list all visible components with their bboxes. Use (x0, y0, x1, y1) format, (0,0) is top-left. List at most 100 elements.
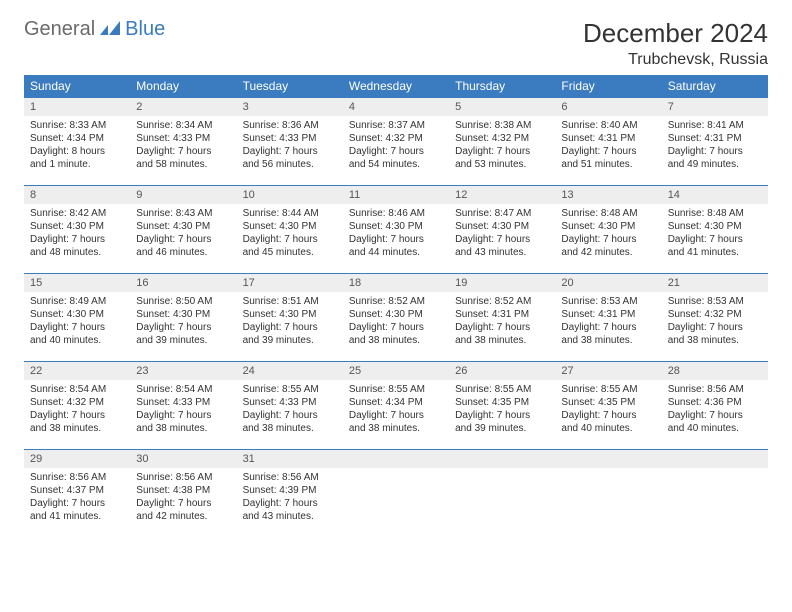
day-details: Sunrise: 8:56 AMSunset: 4:38 PMDaylight:… (130, 468, 236, 529)
daynum: 18 (343, 274, 449, 292)
day-details: Sunrise: 8:56 AMSunset: 4:37 PMDaylight:… (24, 468, 130, 529)
calendar-day-cell: 30Sunrise: 8:56 AMSunset: 4:38 PMDayligh… (130, 450, 236, 538)
day-details: Sunrise: 8:51 AMSunset: 4:30 PMDaylight:… (237, 292, 343, 353)
calendar-day-cell: 23Sunrise: 8:54 AMSunset: 4:33 PMDayligh… (130, 362, 236, 450)
calendar-day-cell: 1Sunrise: 8:33 AMSunset: 4:34 PMDaylight… (24, 98, 130, 186)
weekday-header: Monday (130, 75, 236, 98)
calendar-week-row: 29Sunrise: 8:56 AMSunset: 4:37 PMDayligh… (24, 450, 768, 538)
daynum-bar-empty (662, 450, 768, 468)
daynum: 16 (130, 274, 236, 292)
daynum: 13 (555, 186, 661, 204)
daynum: 7 (662, 98, 768, 116)
sunrise-line: Sunrise: 8:33 AM (30, 119, 124, 132)
daynum: 12 (449, 186, 555, 204)
sunset-line: Sunset: 4:30 PM (136, 220, 230, 233)
sunrise-line: Sunrise: 8:54 AM (30, 383, 124, 396)
day-details: Sunrise: 8:52 AMSunset: 4:31 PMDaylight:… (449, 292, 555, 353)
calendar-day-cell: 29Sunrise: 8:56 AMSunset: 4:37 PMDayligh… (24, 450, 130, 538)
calendar-day-cell: 14Sunrise: 8:48 AMSunset: 4:30 PMDayligh… (662, 186, 768, 274)
daylight-line: Daylight: 7 hours and 40 minutes. (561, 409, 655, 435)
daynum: 30 (130, 450, 236, 468)
daynum: 10 (237, 186, 343, 204)
sunrise-line: Sunrise: 8:41 AM (668, 119, 762, 132)
weekday-header: Friday (555, 75, 661, 98)
calendar-day-cell: 19Sunrise: 8:52 AMSunset: 4:31 PMDayligh… (449, 274, 555, 362)
daynum: 21 (662, 274, 768, 292)
daynum: 9 (130, 186, 236, 204)
weekday-header: Sunday (24, 75, 130, 98)
sunset-line: Sunset: 4:33 PM (243, 396, 337, 409)
calendar-day-cell: 28Sunrise: 8:56 AMSunset: 4:36 PMDayligh… (662, 362, 768, 450)
daylight-line: Daylight: 7 hours and 40 minutes. (668, 409, 762, 435)
sunrise-line: Sunrise: 8:44 AM (243, 207, 337, 220)
sunrise-line: Sunrise: 8:38 AM (455, 119, 549, 132)
sunrise-line: Sunrise: 8:55 AM (455, 383, 549, 396)
sunset-line: Sunset: 4:30 PM (349, 220, 443, 233)
day-details: Sunrise: 8:42 AMSunset: 4:30 PMDaylight:… (24, 204, 130, 265)
daylight-line: Daylight: 7 hours and 38 minutes. (349, 321, 443, 347)
sunset-line: Sunset: 4:33 PM (243, 132, 337, 145)
calendar-day-cell: 26Sunrise: 8:55 AMSunset: 4:35 PMDayligh… (449, 362, 555, 450)
daylight-line: Daylight: 7 hours and 56 minutes. (243, 145, 337, 171)
sunset-line: Sunset: 4:30 PM (349, 308, 443, 321)
daynum: 23 (130, 362, 236, 380)
sunrise-line: Sunrise: 8:52 AM (455, 295, 549, 308)
sunrise-line: Sunrise: 8:37 AM (349, 119, 443, 132)
day-details: Sunrise: 8:54 AMSunset: 4:33 PMDaylight:… (130, 380, 236, 441)
daynum: 19 (449, 274, 555, 292)
location: Trubchevsk, Russia (583, 51, 768, 69)
daynum-bar-empty (449, 450, 555, 468)
daynum: 4 (343, 98, 449, 116)
sunrise-line: Sunrise: 8:50 AM (136, 295, 230, 308)
daynum: 24 (237, 362, 343, 380)
sunset-line: Sunset: 4:31 PM (668, 132, 762, 145)
daylight-line: Daylight: 7 hours and 53 minutes. (455, 145, 549, 171)
calendar-day-cell: 21Sunrise: 8:53 AMSunset: 4:32 PMDayligh… (662, 274, 768, 362)
calendar-day-cell: 3Sunrise: 8:36 AMSunset: 4:33 PMDaylight… (237, 98, 343, 186)
daylight-line: Daylight: 7 hours and 44 minutes. (349, 233, 443, 259)
daylight-line: Daylight: 7 hours and 41 minutes. (30, 497, 124, 523)
weekday-header: Saturday (662, 75, 768, 98)
day-details: Sunrise: 8:46 AMSunset: 4:30 PMDaylight:… (343, 204, 449, 265)
sunrise-line: Sunrise: 8:47 AM (455, 207, 549, 220)
daynum-bar-empty (555, 450, 661, 468)
daynum: 5 (449, 98, 555, 116)
sunrise-line: Sunrise: 8:42 AM (30, 207, 124, 220)
calendar-day-cell: 6Sunrise: 8:40 AMSunset: 4:31 PMDaylight… (555, 98, 661, 186)
month-title: December 2024 (583, 18, 768, 49)
daynum: 8 (24, 186, 130, 204)
daylight-line: Daylight: 7 hours and 46 minutes. (136, 233, 230, 259)
page-header: General Blue December 2024 Trubchevsk, R… (24, 18, 768, 69)
sunrise-line: Sunrise: 8:53 AM (561, 295, 655, 308)
daynum: 14 (662, 186, 768, 204)
sunset-line: Sunset: 4:30 PM (30, 308, 124, 321)
calendar-day-cell: 11Sunrise: 8:46 AMSunset: 4:30 PMDayligh… (343, 186, 449, 274)
day-details: Sunrise: 8:56 AMSunset: 4:36 PMDaylight:… (662, 380, 768, 441)
sunset-line: Sunset: 4:32 PM (668, 308, 762, 321)
daynum: 15 (24, 274, 130, 292)
calendar-day-cell: 9Sunrise: 8:43 AMSunset: 4:30 PMDaylight… (130, 186, 236, 274)
sunrise-line: Sunrise: 8:51 AM (243, 295, 337, 308)
sunset-line: Sunset: 4:30 PM (243, 220, 337, 233)
daynum: 6 (555, 98, 661, 116)
daynum: 26 (449, 362, 555, 380)
day-details: Sunrise: 8:43 AMSunset: 4:30 PMDaylight:… (130, 204, 236, 265)
daylight-line: Daylight: 7 hours and 38 minutes. (668, 321, 762, 347)
daylight-line: Daylight: 7 hours and 38 minutes. (455, 321, 549, 347)
sunset-line: Sunset: 4:34 PM (30, 132, 124, 145)
day-details: Sunrise: 8:40 AMSunset: 4:31 PMDaylight:… (555, 116, 661, 177)
calendar-table: SundayMondayTuesdayWednesdayThursdayFrid… (24, 75, 768, 538)
calendar-day-cell: 20Sunrise: 8:53 AMSunset: 4:31 PMDayligh… (555, 274, 661, 362)
calendar-weekday-header: SundayMondayTuesdayWednesdayThursdayFrid… (24, 75, 768, 98)
sunrise-line: Sunrise: 8:52 AM (349, 295, 443, 308)
day-details: Sunrise: 8:55 AMSunset: 4:35 PMDaylight:… (555, 380, 661, 441)
daylight-line: Daylight: 7 hours and 38 minutes. (136, 409, 230, 435)
sunset-line: Sunset: 4:35 PM (561, 396, 655, 409)
day-details: Sunrise: 8:48 AMSunset: 4:30 PMDaylight:… (555, 204, 661, 265)
sunrise-line: Sunrise: 8:55 AM (349, 383, 443, 396)
calendar-empty-cell (662, 450, 768, 538)
daylight-line: Daylight: 7 hours and 39 minutes. (136, 321, 230, 347)
sunset-line: Sunset: 4:30 PM (455, 220, 549, 233)
calendar-day-cell: 13Sunrise: 8:48 AMSunset: 4:30 PMDayligh… (555, 186, 661, 274)
calendar-day-cell: 5Sunrise: 8:38 AMSunset: 4:32 PMDaylight… (449, 98, 555, 186)
